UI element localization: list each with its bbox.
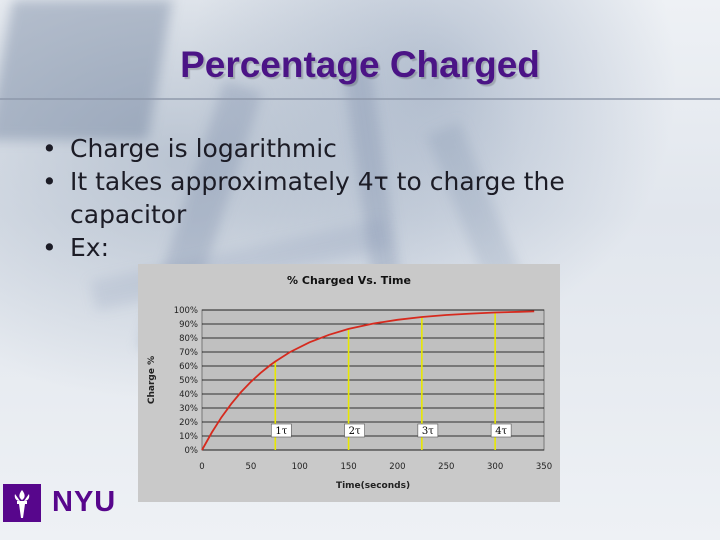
chart-title: % Charged Vs. Time — [287, 274, 411, 287]
bullet-item: • Charge is logarithmic — [40, 132, 660, 165]
tau-label-box — [490, 423, 512, 438]
title-divider — [0, 98, 720, 100]
slide-title: Percentage Charged — [180, 44, 540, 85]
x-tick-label: 0 — [199, 462, 204, 472]
charge-curve — [201, 310, 535, 451]
y-axis-label: Charge % — [147, 356, 157, 404]
bullet-dot-icon: • — [42, 233, 57, 262]
x-tick-label: 250 — [438, 462, 454, 472]
tau-label-box — [270, 423, 292, 438]
bullet-list: • Charge is logarithmic • It takes appro… — [40, 132, 660, 264]
x-tick-label: 350 — [536, 462, 552, 472]
tau-label-box — [344, 423, 365, 438]
bullet-item: • Ex: — [40, 231, 660, 264]
tau-label: 2τ — [349, 426, 361, 437]
x-tick-label: 200 — [389, 462, 405, 472]
bullet-text: Charge is logarithmic — [70, 134, 337, 163]
tau-label: 1τ — [275, 426, 287, 437]
y-tick-label: 50% — [179, 376, 198, 386]
chart-svg: 0% 10% 20% 30% 40% 50% 60% 70% 80% 90% 100% 0 50 100 1… — [147, 274, 552, 491]
x-axis-label: Time(seconds) — [336, 481, 410, 491]
tau-label: 3τ — [422, 426, 434, 437]
y-tick-label: 10% — [179, 432, 198, 442]
tau-label: 4τ — [495, 426, 507, 437]
bullet-item: • It takes approximately 4τ to charge th… — [40, 165, 660, 231]
y-tick-label: 100% — [174, 306, 198, 316]
nyu-torch-icon — [3, 484, 41, 522]
nyu-logo: NYU — [0, 478, 126, 526]
charge-chart: 0% 10% 20% 30% 40% 50% 60% 70% 80% 90% 100% 0 50 100 1… — [138, 264, 560, 502]
y-tick-label: 90% — [179, 320, 198, 330]
y-tick-label: 40% — [179, 390, 198, 400]
y-tick-label: 60% — [179, 362, 198, 372]
bullet-text: Ex: — [70, 233, 110, 262]
x-tick-label: 100 — [292, 462, 308, 472]
x-tick-label: 50 — [245, 462, 256, 472]
y-tick-label: 0% — [185, 446, 199, 456]
x-tick-label: 150 — [340, 462, 356, 472]
nyu-wordmark: NYU — [52, 486, 117, 518]
y-tick-label: 20% — [179, 418, 198, 428]
x-tick-label: 300 — [487, 462, 503, 472]
tau-label-box — [417, 423, 439, 438]
y-tick-label: 30% — [179, 404, 198, 414]
bullet-dot-icon: • — [42, 167, 57, 196]
bullet-dot-icon: • — [42, 134, 57, 163]
y-tick-label: 80% — [179, 334, 198, 344]
bullet-text: It takes approximately 4τ to charge the … — [70, 167, 565, 229]
y-tick-label: 70% — [179, 348, 198, 358]
